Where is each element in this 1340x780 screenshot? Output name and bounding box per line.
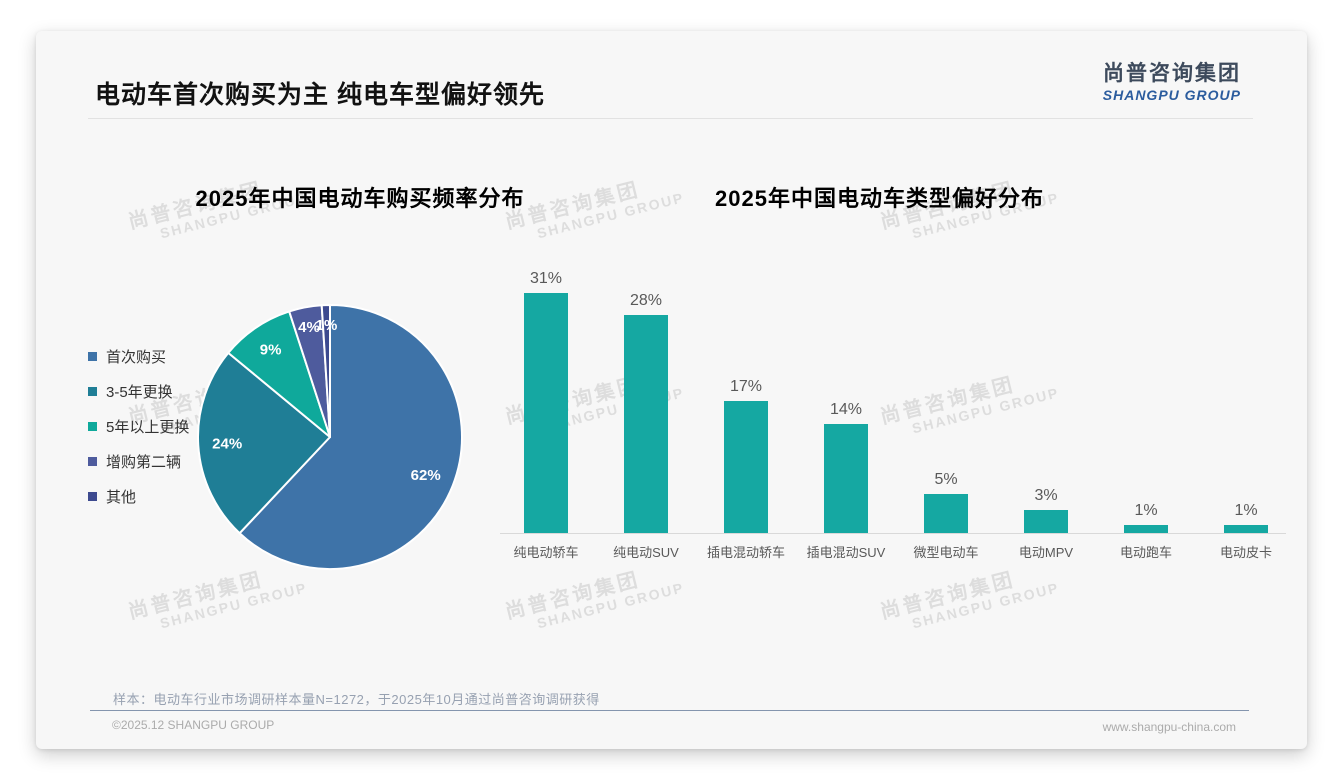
bar-category-label: 电动皮卡 (1219, 545, 1272, 560)
legend-label: 3-5年更换 (106, 384, 173, 401)
bar-rect (1124, 525, 1168, 533)
legend-swatch (88, 457, 97, 466)
bar-column: 14% (796, 270, 896, 533)
title-divider (88, 118, 1253, 119)
legend-swatch (88, 422, 97, 431)
logo-english-text: SHANGPU GROUP (1102, 87, 1241, 103)
bar-chart-category-row: 纯电动轿车 纯电动SUV 插电混动轿车 插电混动SUV 微型电动车 电动MPV 电动跑车 电动… (496, 542, 1296, 561)
bar-value-label: 31% (529, 270, 563, 287)
pie-legend: 首次购买 3-5年更换 5年以上更换 增购第二辆其他 (88, 339, 189, 514)
bar-category-label: 插电混动轿车 (706, 545, 785, 560)
sample-note: 样本：电动车行业市场调研样本量N=1272，于2025年10月通过尚普咨询调研获… (113, 692, 600, 707)
copyright-text: ©2025.12 SHANGPU GROUP (112, 718, 275, 732)
bar-value-label: 28% (629, 292, 663, 309)
bar-column: 1% (1096, 270, 1196, 533)
legend-item: 其他 (88, 479, 189, 514)
pie-slice (320, 303, 331, 438)
pie-slice-label: 24% (212, 436, 242, 453)
pie-slice-label: 62% (411, 467, 441, 484)
legend-label: 首次购买 (106, 349, 167, 366)
company-logo: 尚普咨询集团 SHANGPU GROUP (1103, 57, 1241, 103)
pie-slice-label: 9% (260, 342, 282, 359)
bar-rect (924, 494, 968, 533)
pie-chart-title: 2025年中国电动车购买频率分布 (195, 186, 525, 211)
legend-item: 3-5年更换 (88, 374, 189, 409)
bar-rect (1224, 525, 1268, 533)
legend-label: 增购第二辆 (106, 454, 182, 471)
bar-rect (524, 293, 568, 533)
slide-card: 尚普咨询集团 SHANGPU GROUP 尚普咨询集团 SHANGPU GROUP 尚普… (36, 31, 1307, 749)
bar-chart: 31% 28% 17% 14% 5% 3% 1% 1% (496, 270, 1296, 533)
logo-chinese-text: 尚普咨询集团 (1103, 62, 1241, 85)
bar-column: 28% (596, 270, 696, 533)
pie-slice-label: 1% (316, 317, 338, 334)
bar-value-label: 5% (934, 471, 958, 488)
bar-category-label: 插电混动SUV (806, 545, 886, 560)
bar-category-label: 纯电动轿车 (513, 545, 579, 560)
pie-slice (197, 351, 331, 535)
bar-category-label: 微型电动车 (913, 545, 979, 560)
legend-item: 增购第二辆 (88, 444, 189, 479)
bar-column: 17% (696, 270, 796, 533)
legend-item: 5年以上更换 (88, 409, 189, 444)
bar-rect (624, 315, 668, 533)
pie-slice-label: 4% (298, 319, 320, 336)
page-title: 电动车首次购买为主 纯电车型偏好领先 (95, 81, 545, 109)
legend-swatch (88, 352, 97, 361)
bar-value-label: 1% (1234, 502, 1258, 519)
pie-slice (238, 304, 463, 570)
bar-value-label: 17% (729, 378, 763, 395)
bar-value-label: 14% (829, 401, 863, 418)
bar-column: 1% (1196, 270, 1296, 533)
website-text: www.shangpu-china.com (1102, 720, 1236, 734)
legend-swatch (88, 492, 97, 501)
bar-category-label: 纯电动SUV (613, 545, 679, 560)
bar-rect (724, 401, 768, 533)
legend-label: 其他 (106, 489, 137, 506)
bar-column: 31% (496, 270, 596, 533)
bar-value-label: 3% (1034, 487, 1058, 504)
bar-category-label: 电动跑车 (1119, 545, 1172, 560)
pie-chart: 62% 24% 9% 4% 1% (194, 301, 466, 573)
bar-value-label: 1% (1134, 502, 1158, 519)
bar-rect (824, 424, 868, 533)
bar-category-label: 电动MPV (1018, 545, 1074, 560)
legend-label: 5年以上更换 (106, 419, 190, 436)
footer-divider (90, 710, 1249, 711)
bar-column: 3% (996, 270, 1096, 533)
bar-rect (1024, 510, 1068, 533)
legend-swatch (88, 387, 97, 396)
bar-column: 5% (896, 270, 996, 533)
bar-chart-title: 2025年中国电动车类型偏好分布 (715, 186, 1044, 211)
legend-item: 首次购买 (88, 339, 189, 374)
bar-chart-axis-line (500, 533, 1286, 534)
pie-svg: 62% 24% 9% 4%1% (197, 303, 463, 570)
